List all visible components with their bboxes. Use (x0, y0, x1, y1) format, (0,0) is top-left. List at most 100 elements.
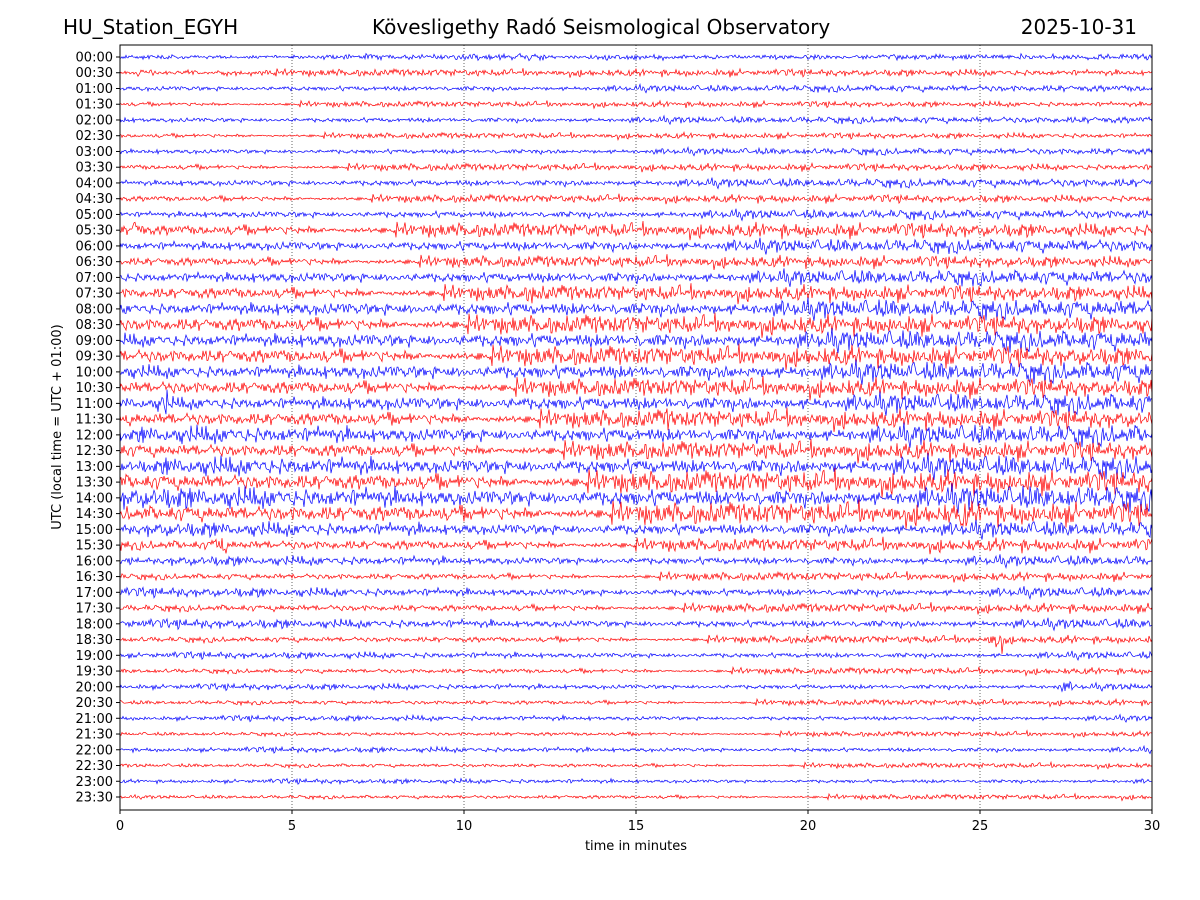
trace-0100 (119, 83, 1153, 94)
trace-1630 (119, 570, 1153, 583)
x-tick-label: 20 (800, 819, 817, 834)
x-tick-label: 5 (288, 819, 296, 834)
y-tick-label: 15:30 (76, 539, 113, 554)
trace-2200 (119, 744, 1153, 755)
y-tick-label: 22:30 (76, 759, 113, 774)
y-tick-label: 19:30 (76, 665, 113, 680)
y-tick-label: 11:30 (76, 413, 113, 428)
y-tick-label: 14:30 (76, 507, 113, 522)
y-tick-label: 22:00 (76, 743, 113, 758)
trace-2100 (120, 713, 1153, 723)
y-tick-label: 20:30 (76, 696, 113, 711)
y-tick-label: 21:30 (76, 728, 113, 743)
trace-0600 (119, 237, 1153, 255)
trace-1000 (119, 359, 1153, 385)
y-tick-label: 12:00 (76, 428, 113, 443)
trace-1800 (119, 617, 1153, 632)
date-label: 2025-10-31 (1020, 15, 1137, 39)
y-tick-label: 16:00 (76, 554, 113, 569)
y-tick-label: 03:30 (76, 161, 113, 176)
y-tick-label: 17:00 (76, 586, 113, 601)
trace-0930 (119, 343, 1153, 370)
trace-2130 (119, 729, 1153, 739)
trace-0900 (119, 328, 1153, 354)
trace-1030 (119, 375, 1153, 401)
station-label: HU_Station_EGYH (63, 15, 239, 39)
y-tick-label: 17:30 (76, 602, 113, 617)
y-tick-label: 07:00 (76, 271, 113, 286)
trace-1500 (119, 519, 1153, 540)
y-tick-label: 09:30 (76, 350, 113, 365)
y-axis-label: UTC (local time = UTC + 01:00) (50, 324, 65, 529)
trace-1200 (119, 422, 1153, 448)
trace-0430 (119, 193, 1153, 205)
trace-2300 (119, 777, 1153, 786)
trace-0500 (119, 208, 1153, 222)
trace-0830 (119, 312, 1153, 338)
y-tick-label: 02:30 (76, 129, 113, 144)
y-tick-label: 08:00 (76, 302, 113, 317)
y-tick-label: 15:00 (76, 523, 113, 538)
y-tick-label: 10:30 (76, 381, 113, 396)
y-tick-label: 00:00 (76, 51, 113, 66)
trace-0400 (119, 177, 1153, 190)
trace-0730 (120, 283, 1153, 305)
y-tick-label: 19:00 (76, 649, 113, 664)
trace-1930 (119, 665, 1153, 677)
y-tick-label: 18:30 (76, 633, 113, 648)
y-tick-label: 02:00 (76, 113, 113, 128)
trace-2030 (119, 697, 1153, 708)
y-tick-label: 16:30 (76, 570, 113, 585)
y-tick-label: 23:00 (76, 775, 113, 790)
chart-title: Kövesligethy Radó Seismological Observat… (372, 15, 831, 39)
y-tick-label: 10:00 (76, 365, 113, 380)
trace-1230 (119, 438, 1153, 464)
y-tick-label: 00:30 (76, 66, 113, 81)
trace-0300 (119, 146, 1153, 157)
y-tick-label: 07:30 (76, 287, 113, 302)
y-tick-label: 09:00 (76, 334, 113, 349)
y-tick-label: 08:30 (76, 318, 113, 333)
y-tick-label: 05:30 (76, 224, 113, 239)
trace-1100 (119, 389, 1153, 416)
y-tick-label: 05:00 (76, 208, 113, 223)
x-tick-label: 10 (456, 819, 473, 834)
trace-2000 (119, 680, 1153, 693)
trace-0800 (119, 297, 1153, 321)
x-tick-label: 0 (116, 819, 124, 834)
x-axis-label: time in minutes (585, 839, 687, 854)
y-tick-label: 14:00 (76, 491, 113, 506)
x-tick-label: 25 (972, 819, 989, 834)
y-tick-label: 13:00 (76, 460, 113, 475)
x-tick-label: 15 (628, 819, 645, 834)
trace-1330 (119, 467, 1153, 498)
trace-1600 (119, 554, 1153, 569)
y-tick-label: 01:00 (76, 82, 113, 97)
trace-0000 (119, 52, 1153, 62)
trace-1400 (119, 483, 1153, 514)
trace-0230 (119, 131, 1153, 142)
y-tick-label: 04:30 (76, 192, 113, 207)
y-tick-label: 06:30 (76, 255, 113, 270)
trace-1300 (119, 453, 1153, 481)
trace-0130 (119, 99, 1152, 110)
trace-0630 (119, 254, 1153, 270)
y-tick-label: 13:30 (76, 476, 113, 491)
y-tick-label: 06:00 (76, 239, 113, 254)
trace-1830 (119, 634, 1153, 654)
y-tick-label: 12:30 (76, 444, 113, 459)
trace-0530 (119, 220, 1153, 241)
y-tick-label: 04:00 (76, 176, 113, 191)
trace-0200 (119, 114, 1153, 126)
trace-2230 (119, 760, 1153, 771)
y-tick-label: 21:00 (76, 712, 113, 727)
y-tick-label: 11:00 (76, 397, 113, 412)
y-tick-label: 18:00 (76, 617, 113, 632)
y-tick-label: 01:30 (76, 98, 113, 113)
trace-1530 (119, 536, 1153, 555)
trace-0330 (119, 162, 1153, 173)
y-tick-label: 03:00 (76, 145, 113, 160)
trace-1900 (119, 650, 1153, 661)
trace-1430 (119, 499, 1153, 530)
